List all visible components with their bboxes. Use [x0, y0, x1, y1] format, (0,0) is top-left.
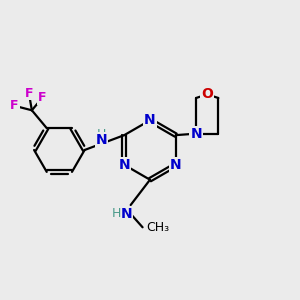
Text: F: F — [38, 91, 46, 104]
Text: H: H — [112, 207, 121, 220]
Text: N: N — [190, 127, 202, 141]
Text: O: O — [201, 87, 213, 101]
Text: N: N — [170, 158, 182, 172]
Text: N: N — [120, 207, 132, 221]
Text: N: N — [118, 158, 130, 172]
Text: F: F — [11, 99, 19, 112]
Text: N: N — [144, 113, 156, 127]
Text: H: H — [97, 128, 106, 141]
Text: N: N — [96, 133, 107, 147]
Text: F: F — [25, 86, 33, 100]
Text: CH₃: CH₃ — [146, 221, 169, 234]
